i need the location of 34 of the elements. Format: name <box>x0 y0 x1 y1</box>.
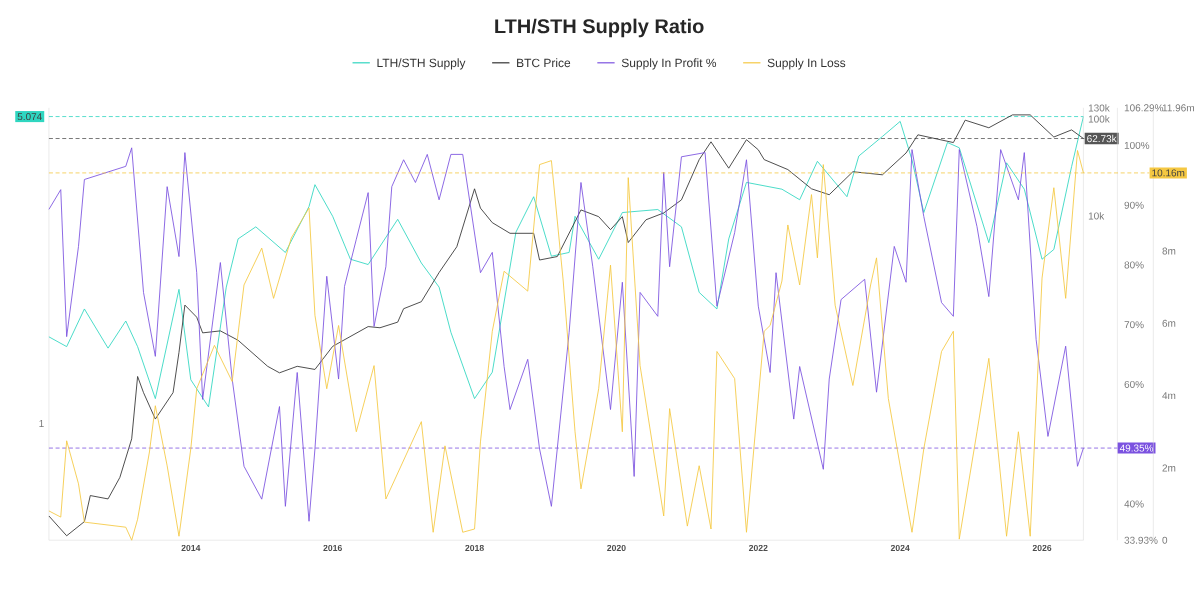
y2-tick-label: 100k <box>1088 115 1110 123</box>
y2-tick-label: 0 <box>1162 536 1168 544</box>
x-tick-label: 2016 <box>323 544 342 551</box>
y2-tick-label: 130k <box>1088 104 1110 112</box>
ref-line-label: 62.73k <box>1087 134 1117 143</box>
ref-line-label: 10.16m <box>1152 169 1185 177</box>
ref-line-label: 49.35% <box>1119 444 1154 452</box>
y2-tick-label: 10k <box>1088 212 1105 220</box>
y2-tick-label: 6m <box>1162 319 1176 327</box>
x-tick-label: 2020 <box>607 544 626 551</box>
y2-tick-label: 4m <box>1162 392 1176 399</box>
y-tick-label: 5.074 <box>17 112 42 121</box>
y2-tick-label: 8m <box>1162 247 1176 255</box>
y2-tick-label: 2m <box>1162 464 1176 472</box>
y-tick-label: 1 <box>39 419 44 427</box>
y2-tick-label: 11.96m <box>1162 104 1194 112</box>
y-tick-label: 60% <box>1124 380 1144 388</box>
legend-label: Supply In Loss <box>767 58 846 70</box>
x-tick-label: 2022 <box>748 544 768 551</box>
y-tick-label: 80% <box>1124 261 1144 269</box>
y-tick-label: 33.93% <box>1124 536 1158 544</box>
y-tick-label: 90% <box>1124 201 1144 209</box>
legend-label: BTC Price <box>517 58 571 68</box>
y-tick-label: 40% <box>1124 500 1144 508</box>
legend-label: Supply In Profit % <box>621 58 717 70</box>
legend-label: LTH/STH Supply <box>377 58 466 70</box>
x-tick-label: 2024 <box>890 544 910 551</box>
x-tick-label: 2018 <box>465 544 484 551</box>
y-tick-label: 70% <box>1124 321 1144 329</box>
chart-title: LTH/STH Supply Ratio <box>495 18 704 38</box>
y-tick-label: 100% <box>1124 141 1150 149</box>
x-tick-label: 2014 <box>181 544 201 551</box>
y-tick-label: 106.29% <box>1124 104 1164 112</box>
x-tick-label: 2026 <box>1032 544 1052 551</box>
